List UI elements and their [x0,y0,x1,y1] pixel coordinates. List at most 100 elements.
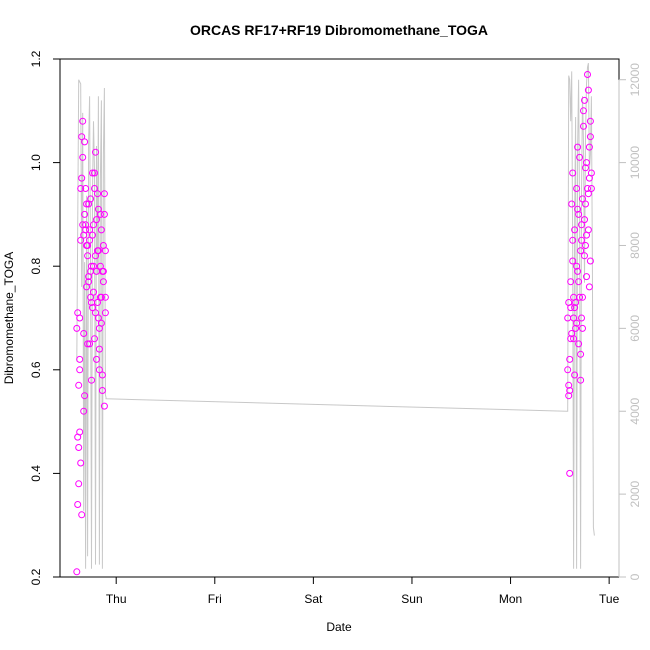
data-point [567,335,575,343]
data-point [574,267,582,275]
data-point [92,148,99,156]
data-point [91,169,98,177]
data-point [572,324,580,332]
data-point [93,355,100,363]
data-point [582,200,589,208]
data-point [587,185,595,192]
data-point [73,568,81,576]
data-point [73,324,81,332]
y-axis-label: Dibromomethane_TOGA [2,252,16,385]
data-point [80,407,88,415]
x-tick-label: Thu [106,592,127,606]
data-point [90,288,97,296]
data-point [564,314,572,322]
data-point [74,309,82,317]
data-point [584,185,591,192]
y-axis-left: 0.2 0.4 0.6 0.8 1.0 1.2 [29,50,61,585]
y-axis-right: 0 2000 4000 6000 8000 10000 12000 [618,63,642,580]
data-point [569,236,577,244]
data-point [78,133,86,141]
data-point [577,350,585,358]
data-point [101,309,109,317]
data-point [578,236,585,244]
data-point [583,159,590,167]
data-point [99,242,107,249]
data-point [78,174,86,182]
data-point [74,501,82,508]
plot-frame [59,58,620,578]
data-point [573,185,581,192]
data-point [86,226,94,234]
altitude-line-layer [76,62,595,569]
data-point [87,195,95,203]
data-point [580,107,587,115]
data-point [87,293,95,301]
data-point [584,71,591,78]
data-point [83,242,91,249]
data-point [82,221,90,229]
data-point [81,210,89,218]
data-point [88,376,95,384]
data-point [79,117,87,125]
data-point [81,138,89,146]
data-point [578,221,585,229]
data-point [99,278,107,286]
data-point [83,200,91,208]
data-point [82,226,90,234]
data-point [566,387,574,394]
data-point [94,314,102,322]
data-point [586,117,594,125]
data-point [79,153,87,161]
y-tick-label: 0.4 [29,465,43,482]
data-point [577,247,585,255]
y-tick-label: 0.6 [29,361,43,378]
data-point [82,185,90,192]
data-point [77,236,85,244]
data-point [84,340,92,348]
data-point [75,444,83,451]
data-point [94,205,102,213]
x-tick-label: Sat [304,592,323,606]
data-point [575,210,583,218]
y2-tick-label: 8000 [628,232,642,259]
data-point [568,200,576,208]
data-point [97,319,105,327]
data-point [577,376,585,384]
data-point [584,226,592,234]
data-point [100,210,108,218]
data-point [571,304,579,312]
x-tick-label: Mon [499,592,522,606]
data-point [581,252,588,260]
data-point [94,190,101,198]
data-point [587,169,595,177]
data-point [101,293,109,301]
data-point [75,480,83,488]
data-point [566,469,574,477]
data-point [95,366,103,374]
y2-tick-label: 6000 [628,315,642,342]
data-point [581,96,588,104]
data-point [574,143,582,151]
data-point [89,169,96,177]
data-point [579,324,586,332]
data-point [567,278,575,286]
data-point [88,262,95,270]
y2-tick-label: 12000 [628,63,642,97]
data-point [582,242,589,249]
data-point [81,392,89,400]
data-point [565,392,573,400]
data-point [96,293,104,301]
data-point [91,185,98,192]
data-point [76,355,84,363]
x-axis-label: Date [326,620,352,634]
y-tick-label: 0.2 [29,568,43,585]
data-point [92,309,99,317]
data-point [76,366,84,374]
data-point [77,185,85,192]
data-point [85,278,93,286]
data-point [579,195,586,203]
data-point [76,428,84,436]
data-point [578,314,585,322]
data-point [582,164,589,172]
